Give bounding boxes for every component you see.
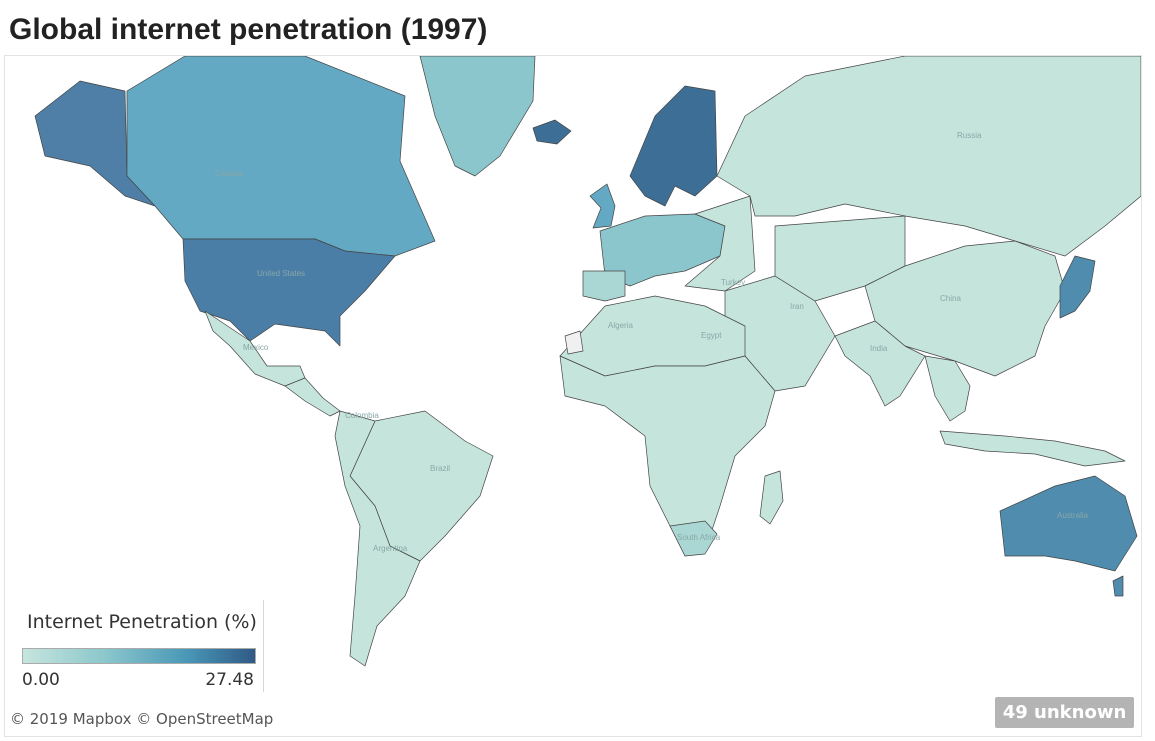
country-australia[interactable]: [999, 475, 1138, 572]
country-united-states[interactable]: [182, 238, 396, 347]
label-india: India: [870, 344, 888, 353]
country-south-africa[interactable]: [669, 520, 718, 557]
label-algeria: Algeria: [608, 321, 633, 330]
legend-min-label: 0.00: [22, 670, 60, 690]
label-mexico: Mexico: [243, 343, 269, 352]
label-united-states: United States: [257, 269, 305, 278]
country-spain[interactable]: [582, 270, 626, 302]
country-russia[interactable]: [716, 56, 1141, 257]
unknown-count-badge[interactable]: 49 unknown: [995, 697, 1134, 728]
color-legend: Internet Penetration (%) 0.00 27.48: [15, 600, 264, 692]
unknown-region[interactable]: [564, 330, 584, 355]
label-australia: Australia: [1057, 511, 1089, 520]
legend-title: Internet Penetration (%): [27, 611, 257, 633]
label-turkey: Turkey: [721, 278, 745, 287]
map-title: Global internet penetration (1997): [9, 13, 488, 46]
eastern-europe-region[interactable]: [684, 195, 756, 292]
country-india[interactable]: [834, 320, 926, 407]
label-colombia: Colombia: [345, 411, 379, 420]
country-japan[interactable]: [1059, 255, 1096, 319]
country-greenland[interactable]: [419, 56, 536, 177]
sub-saharan-africa-region[interactable]: [559, 355, 776, 557]
label-south-africa: South Africa: [677, 533, 721, 542]
label-egypt: Egypt: [701, 331, 722, 340]
label-russia: Russia: [957, 131, 982, 140]
country-uk[interactable]: [589, 183, 616, 229]
central-america-region[interactable]: [284, 377, 341, 417]
label-argentina: Argentina: [373, 544, 408, 553]
scandinavia-region[interactable]: [629, 85, 718, 207]
label-iran: Iran: [790, 302, 804, 311]
country-canada[interactable]: [126, 56, 436, 257]
country-iceland[interactable]: [532, 119, 572, 145]
label-china: China: [940, 294, 961, 303]
southeast-asia-region[interactable]: [924, 355, 971, 422]
south-america-west[interactable]: [334, 410, 421, 667]
label-brazil: Brazil: [430, 464, 450, 473]
indonesia-region[interactable]: [939, 430, 1126, 467]
legend-gradient-bar: [22, 648, 256, 664]
country-new-zealand[interactable]: [1112, 575, 1124, 597]
map-attribution: © 2019 Mapbox © OpenStreetMap: [10, 710, 274, 728]
label-canada: Canada: [215, 169, 244, 178]
legend-max-label: 27.48: [205, 670, 254, 690]
country-madagascar[interactable]: [759, 470, 784, 525]
